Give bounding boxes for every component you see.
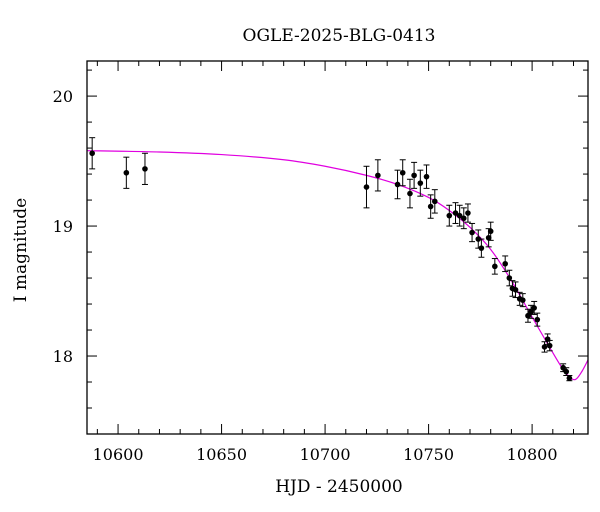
- data-marker: [432, 198, 438, 205]
- data-marker: [546, 342, 553, 349]
- data-marker: [502, 260, 508, 267]
- data-point: [487, 221, 494, 241]
- data-point: [394, 169, 401, 200]
- data-point: [399, 159, 406, 187]
- data-marker: [411, 172, 417, 179]
- plot-frame: [86, 60, 589, 435]
- data-point: [89, 137, 96, 170]
- data-marker: [563, 368, 570, 375]
- x-axis-label: HJD - 2450000: [275, 477, 403, 497]
- data-point: [460, 207, 467, 230]
- data-marker: [89, 150, 95, 157]
- axis-ticks: [87, 61, 588, 435]
- data-marker: [528, 309, 534, 315]
- data-point: [363, 165, 370, 209]
- data-point: [534, 312, 541, 327]
- data-marker: [363, 184, 370, 190]
- data-point: [524, 308, 531, 323]
- data-point: [406, 178, 413, 209]
- data-point: [411, 161, 418, 189]
- x-tick-label: 10650: [196, 445, 247, 464]
- data-point: [528, 304, 535, 319]
- data-point: [141, 152, 148, 185]
- data-marker: [534, 316, 541, 323]
- data-marker: [475, 236, 482, 242]
- chart-title: OGLE-2025-BLG-0413: [243, 26, 436, 46]
- data-marker: [375, 172, 381, 179]
- y-tick-label: 19: [53, 217, 73, 236]
- y-tick-label: 18: [53, 347, 73, 366]
- data-point: [478, 238, 485, 258]
- data-marker: [417, 180, 424, 186]
- data-marker: [423, 173, 430, 180]
- data-marker: [519, 297, 526, 303]
- data-marker: [452, 210, 459, 216]
- data-marker: [123, 169, 130, 176]
- x-tick-label: 10750: [403, 445, 454, 464]
- data-point: [560, 363, 567, 373]
- data-point: [417, 169, 424, 197]
- data-marker: [399, 169, 406, 176]
- data-marker: [478, 245, 485, 251]
- data-marker: [469, 229, 475, 236]
- data-marker: [460, 215, 467, 222]
- data-marker: [541, 344, 548, 350]
- data-marker: [560, 364, 566, 371]
- data-marker: [446, 212, 453, 219]
- data-marker: [525, 312, 531, 319]
- data-marker: [566, 375, 573, 381]
- data-marker: [465, 210, 471, 216]
- data-point: [374, 159, 381, 192]
- plot-area: [87, 137, 588, 382]
- data-point: [469, 222, 476, 243]
- data-point: [502, 255, 509, 273]
- data-marker: [485, 234, 492, 241]
- data-marker: [487, 228, 494, 235]
- data-marker: [492, 263, 498, 270]
- data-point: [452, 202, 459, 224]
- data-marker: [394, 181, 401, 188]
- data-marker: [427, 203, 434, 210]
- data-point: [491, 258, 498, 275]
- data-point: [519, 293, 526, 308]
- model-curve: [87, 150, 588, 381]
- data-point: [464, 203, 471, 223]
- data-point: [423, 164, 430, 189]
- data-marker: [407, 190, 413, 197]
- x-tick-label: 10600: [93, 445, 144, 464]
- data-point: [541, 341, 548, 353]
- data-point: [446, 204, 453, 227]
- data-marker: [531, 305, 537, 311]
- data-point: [456, 204, 463, 227]
- data-marker: [142, 166, 148, 172]
- tick-labels: 10600 10650 10700 10750 10800 18 19 20: [53, 87, 558, 464]
- data-marker: [512, 286, 519, 293]
- y-tick-label: 20: [53, 87, 73, 106]
- y-axis-label: I magnitude: [11, 198, 31, 302]
- data-point: [546, 339, 553, 352]
- data-point: [506, 269, 513, 287]
- x-tick-label: 10800: [507, 445, 558, 464]
- data-point: [566, 375, 573, 382]
- data-point: [427, 194, 434, 219]
- x-tick-label: 10700: [300, 445, 351, 464]
- data-marker: [456, 212, 463, 219]
- data-point: [123, 156, 130, 189]
- data-marker: [506, 275, 513, 281]
- data-point: [531, 300, 538, 315]
- data-point: [431, 189, 438, 214]
